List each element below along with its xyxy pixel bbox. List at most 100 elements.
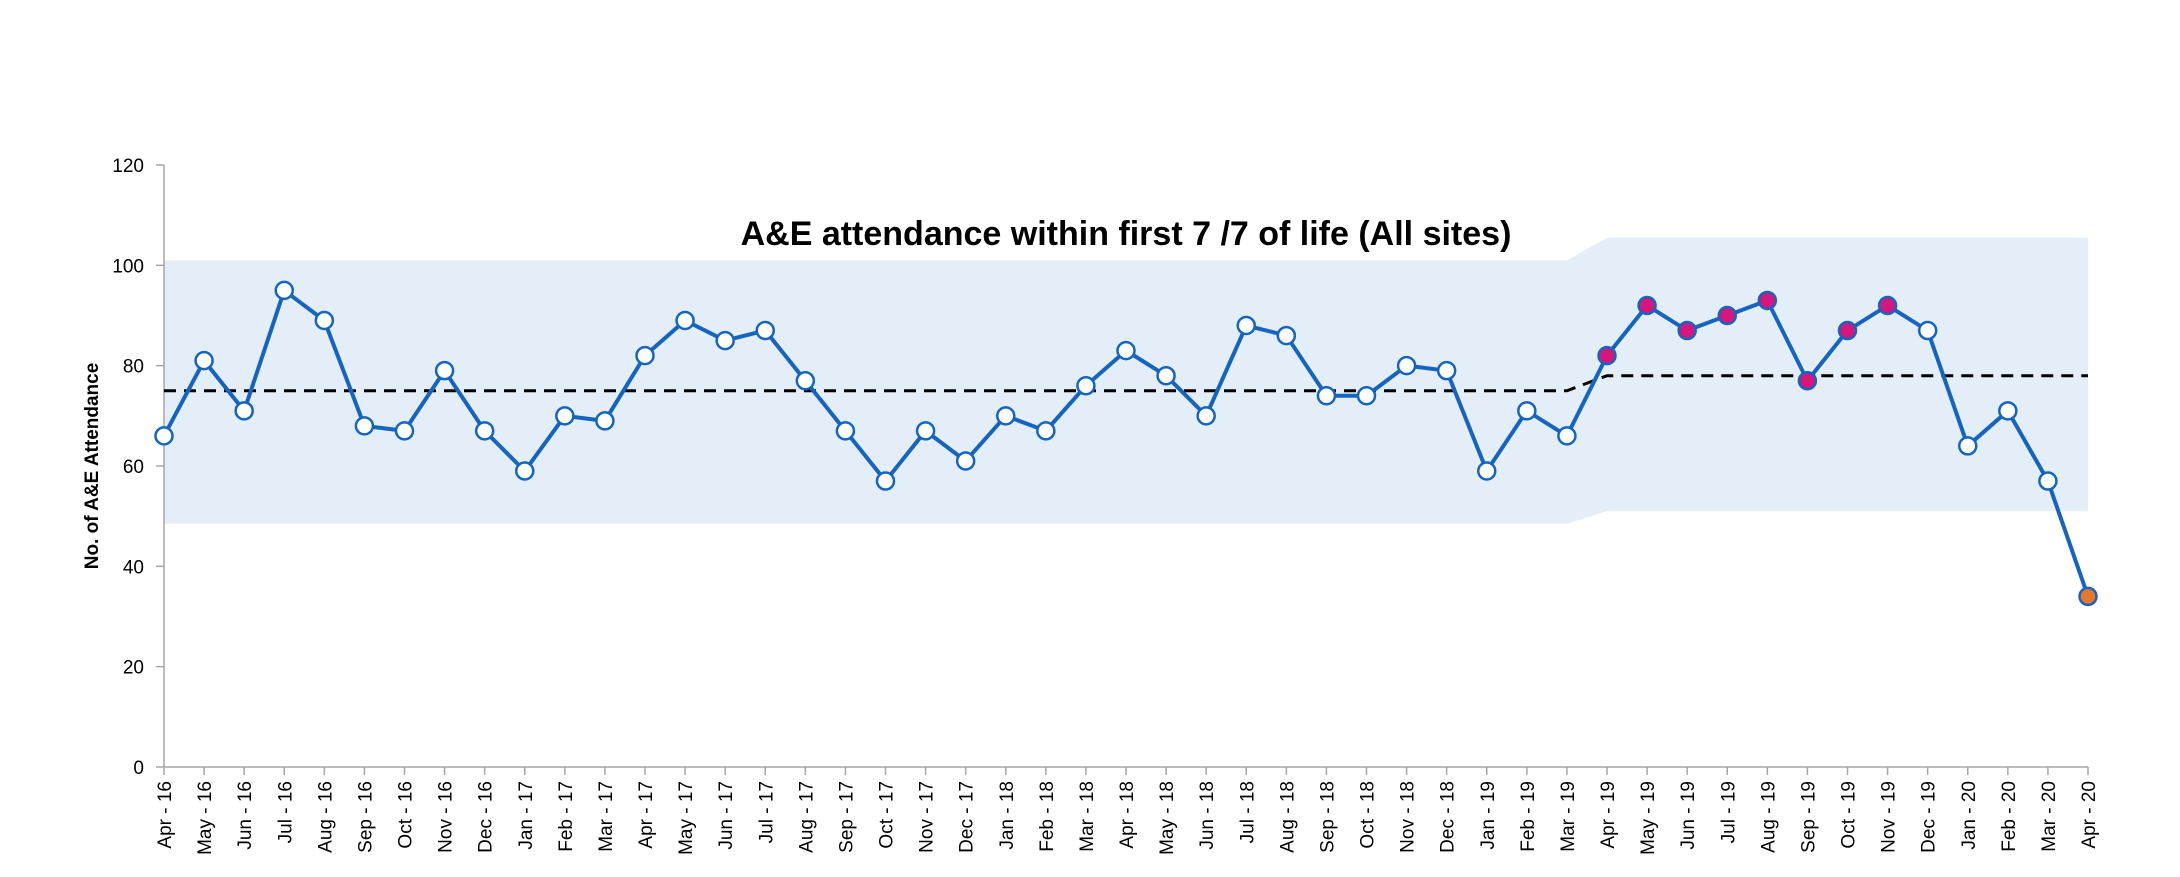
x-tick-label: Mar - 20 (2039, 781, 2060, 852)
data-point (1116, 340, 1136, 361)
x-tick-label: Oct - 16 (396, 781, 417, 849)
data-point (875, 471, 896, 491)
data-point (274, 280, 294, 301)
data-point (555, 406, 575, 426)
x-tick-label: Jun - 16 (235, 781, 256, 850)
data-points (154, 280, 2098, 607)
x-tick-label: Apr - 18 (1117, 781, 1138, 849)
data-point (1477, 461, 1497, 481)
data-point (1036, 421, 1056, 441)
data-point (835, 421, 856, 441)
data-point (474, 421, 495, 441)
x-tick-label: Sep - 16 (355, 781, 376, 853)
x-tick-label: Apr - 16 (155, 781, 176, 849)
x-tick-label: Apr - 20 (2079, 781, 2100, 849)
x-tick-label: Aug - 18 (1277, 781, 1298, 853)
data-point (234, 401, 254, 421)
y-ticks: 0 20 40 60 80 100 120 (112, 156, 164, 779)
data-point (635, 345, 655, 366)
x-tick-label: Mar - 17 (596, 781, 617, 852)
x-tick-label: Feb - 17 (556, 781, 577, 852)
x-tick-label: May - 17 (676, 781, 697, 855)
data-point (1917, 320, 1938, 341)
x-tick-label: Feb - 19 (1518, 781, 1539, 852)
x-tick-label: Apr - 19 (1598, 781, 1619, 849)
x-tick-label: May - 19 (1638, 781, 1659, 855)
x-tick-label: Oct - 17 (877, 781, 898, 849)
data-point (1797, 370, 1818, 391)
data-point (1517, 401, 1537, 421)
x-tick-label: Feb - 18 (1037, 781, 1058, 852)
data-point (515, 461, 535, 481)
y-tick-label: 0 (133, 758, 144, 779)
data-point (1877, 295, 1898, 316)
x-tick-label: Nov - 16 (436, 781, 457, 853)
x-tick-label: Sep - 17 (836, 781, 857, 853)
data-point (1196, 406, 1216, 426)
x-tick-label: Apr - 17 (636, 781, 657, 849)
x-tick-label: Jul - 18 (1237, 781, 1258, 843)
x-tick-label: May - 16 (195, 781, 216, 855)
data-point (1156, 365, 1176, 386)
data-point (2078, 586, 2098, 607)
x-tick-label: Jun - 17 (716, 781, 737, 850)
x-tick-label: Jan - 19 (1478, 781, 1499, 850)
data-point (595, 411, 615, 431)
mean-line-path (164, 374, 2088, 393)
data-point (1076, 375, 1096, 396)
data-point (1717, 305, 1737, 326)
y-tick-label: 60 (123, 457, 144, 478)
x-tick-label: Jul - 19 (1718, 781, 1739, 843)
x-tick-label: Aug - 17 (796, 781, 817, 853)
x-tick-label: Nov - 18 (1398, 781, 1419, 853)
data-point (915, 421, 936, 441)
data-point (1637, 295, 1657, 316)
x-tick-label: Oct - 19 (1839, 781, 1860, 849)
data-point (755, 320, 775, 341)
x-tick-label: Dec - 18 (1438, 781, 1459, 853)
y-axis-label: No. of A&E Attendance (82, 363, 103, 570)
data-point (1316, 386, 1337, 406)
data-point (1677, 320, 1697, 341)
data-point (1837, 320, 1858, 341)
x-tick-label: Jan - 18 (997, 781, 1018, 850)
data-point (354, 416, 375, 436)
x-tick-label: Jun - 18 (1197, 781, 1218, 850)
data-point (1276, 325, 1297, 346)
x-tick-label: May - 18 (1157, 781, 1178, 855)
data-point (194, 350, 214, 371)
x-ticks: Apr - 16 May - 16 Jun - 16 Jul - 16 Aug - 16… (155, 767, 2100, 855)
x-tick-label: Jan - 20 (1959, 781, 1980, 850)
data-point (1597, 345, 1617, 366)
data-point (675, 310, 695, 331)
data-point (715, 330, 735, 351)
x-tick-label: Mar - 19 (1558, 781, 1579, 852)
x-tick-label: Feb - 20 (1999, 781, 2020, 852)
data-point (1998, 401, 2018, 421)
data-point (955, 451, 976, 471)
x-tick-label: Dec - 19 (1919, 781, 1940, 853)
x-tick-label: Jan - 17 (516, 781, 537, 850)
data-point (2038, 471, 2058, 491)
x-tick-label: Nov - 19 (1879, 781, 1900, 853)
x-tick-label: Sep - 19 (1798, 781, 1819, 853)
data-point (154, 426, 174, 446)
y-tick-label: 80 (123, 357, 144, 378)
data-point (1236, 315, 1256, 336)
mean-line (164, 374, 2088, 393)
data-point (314, 310, 335, 331)
y-tick-label: 100 (112, 256, 144, 277)
data-point (394, 421, 415, 441)
y-tick-label: 120 (112, 156, 144, 177)
data-point (434, 360, 455, 381)
x-tick-label: Mar - 18 (1077, 781, 1098, 852)
data-point (1757, 290, 1778, 311)
x-tick-label: Dec - 16 (476, 781, 497, 853)
data-point (1958, 436, 1978, 456)
data-point (1557, 426, 1577, 446)
x-tick-label: Jul - 17 (756, 781, 777, 843)
y-tick-label: 40 (123, 557, 144, 578)
chart-title: A&E attendance within first 7 /7 of life… (741, 215, 1512, 253)
x-tick-label: Jun - 19 (1678, 781, 1699, 850)
